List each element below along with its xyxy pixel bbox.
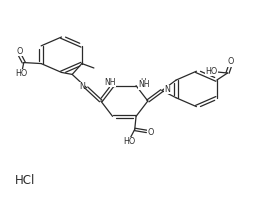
Text: O: O [16, 47, 23, 56]
Text: NH: NH [138, 80, 150, 89]
Text: HO: HO [15, 69, 27, 78]
Text: O: O [228, 57, 234, 66]
Text: H: H [103, 78, 109, 84]
Text: HO: HO [123, 137, 136, 146]
Text: O: O [148, 128, 154, 137]
Text: N: N [79, 82, 85, 91]
Text: N: N [164, 85, 170, 94]
Text: NH: NH [104, 78, 116, 86]
Text: HCl: HCl [15, 174, 35, 187]
Text: HO: HO [205, 67, 218, 76]
Text: H: H [140, 78, 146, 84]
